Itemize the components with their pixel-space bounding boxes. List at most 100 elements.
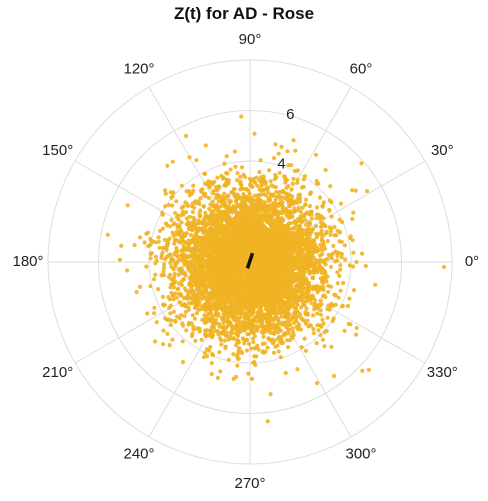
- data-point: [300, 205, 305, 210]
- data-point: [289, 163, 294, 168]
- data-point: [252, 131, 257, 136]
- data-point: [148, 284, 153, 289]
- data-point: [168, 311, 173, 316]
- data-point: [343, 257, 348, 262]
- data-point: [249, 313, 254, 318]
- data-point: [250, 336, 256, 341]
- data-point: [335, 270, 340, 275]
- data-point: [345, 303, 350, 309]
- data-point: [319, 324, 324, 329]
- data-point: [262, 341, 267, 346]
- data-point: [276, 306, 281, 311]
- data-point: [197, 211, 202, 216]
- data-point: [342, 328, 347, 333]
- data-point: [289, 281, 294, 286]
- data-point: [168, 224, 173, 229]
- data-point: [237, 196, 242, 201]
- data-point: [163, 188, 168, 193]
- data-point: [245, 332, 250, 337]
- data-point: [265, 345, 270, 350]
- data-point: [298, 209, 304, 214]
- data-point: [168, 285, 173, 290]
- data-point: [295, 327, 300, 332]
- data-point: [353, 188, 358, 193]
- data-point: [276, 349, 281, 354]
- data-point: [173, 210, 178, 216]
- data-point: [277, 170, 282, 175]
- data-point: [197, 329, 202, 334]
- data-point: [125, 203, 130, 208]
- data-point: [271, 156, 277, 161]
- data-point: [303, 218, 308, 223]
- data-point: [207, 185, 212, 190]
- data-point: [217, 350, 222, 355]
- data-point: [210, 199, 215, 204]
- data-point: [286, 234, 291, 239]
- data-point: [186, 226, 192, 232]
- data-point: [174, 199, 179, 204]
- data-point: [161, 265, 167, 270]
- data-point: [318, 253, 323, 258]
- data-point: [238, 329, 243, 334]
- data-point: [314, 231, 319, 236]
- data-point: [301, 291, 306, 296]
- data-point: [254, 175, 259, 180]
- data-point: [210, 352, 215, 357]
- data-point: [167, 343, 172, 348]
- data-point: [200, 259, 205, 264]
- data-point: [181, 212, 186, 217]
- data-point: [191, 183, 196, 188]
- data-point: [327, 207, 332, 213]
- data-point: [221, 311, 226, 316]
- data-point: [320, 317, 325, 322]
- data-point: [285, 322, 290, 328]
- data-point: [311, 331, 316, 336]
- data-point: [188, 233, 194, 238]
- data-point: [304, 230, 309, 235]
- data-point: [316, 328, 321, 333]
- data-point: [268, 392, 273, 397]
- data-point: [320, 239, 326, 244]
- data-point: [340, 304, 345, 309]
- data-point: [287, 228, 292, 233]
- data-point: [243, 175, 248, 180]
- data-point: [235, 211, 241, 216]
- data-point: [207, 222, 212, 227]
- data-point: [196, 227, 201, 232]
- data-point: [190, 201, 195, 206]
- data-point: [251, 340, 256, 345]
- data-point: [336, 295, 341, 300]
- data-point: [165, 241, 170, 246]
- data-point: [190, 209, 195, 215]
- data-point: [274, 175, 279, 180]
- data-point: [218, 369, 223, 374]
- data-point: [301, 177, 306, 182]
- data-point: [262, 200, 268, 205]
- data-point: [179, 220, 184, 225]
- data-point: [170, 203, 175, 208]
- data-point: [154, 320, 159, 325]
- data-point: [163, 191, 168, 196]
- data-point: [338, 263, 343, 268]
- data-point: [257, 192, 262, 198]
- data-point: [211, 218, 216, 223]
- data-point: [303, 321, 308, 326]
- data-point: [296, 205, 301, 210]
- data-point: [169, 264, 174, 270]
- data-point: [283, 370, 288, 376]
- data-point: [347, 296, 352, 301]
- data-point: [310, 275, 315, 281]
- data-point: [187, 301, 192, 306]
- data-point: [213, 329, 219, 334]
- data-point: [224, 154, 229, 159]
- data-point: [156, 287, 161, 292]
- data-point: [212, 179, 217, 184]
- data-point: [359, 161, 364, 166]
- data-point: [185, 203, 190, 208]
- data-point: [183, 304, 188, 309]
- data-point: [236, 356, 241, 361]
- data-point: [153, 254, 158, 259]
- data-point: [287, 319, 292, 324]
- data-point: [193, 338, 198, 343]
